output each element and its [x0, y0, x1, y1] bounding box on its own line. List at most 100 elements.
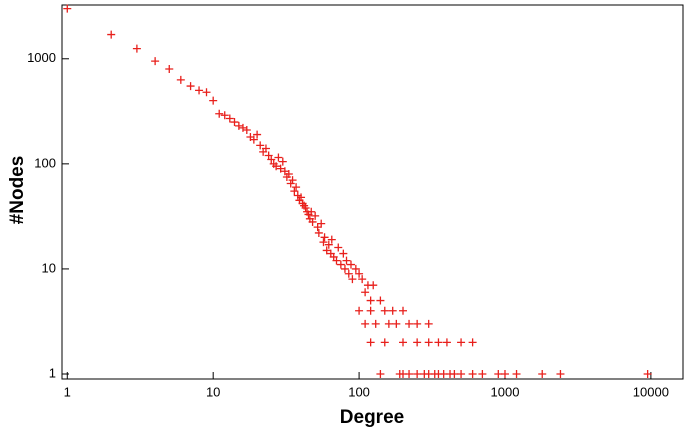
point [405, 369, 414, 378]
point [342, 256, 351, 265]
point [272, 162, 281, 171]
point [478, 369, 487, 378]
point [230, 118, 239, 127]
plot-frame [61, 4, 684, 380]
point [351, 264, 360, 273]
point [267, 155, 276, 164]
x-tick-label: 10 [206, 384, 220, 399]
point [286, 179, 295, 188]
point [195, 86, 204, 95]
point [334, 243, 343, 252]
point [366, 306, 375, 315]
point [361, 288, 370, 297]
point [643, 369, 652, 378]
x-tick-label: 1000 [491, 384, 520, 399]
point [413, 338, 422, 347]
point [107, 30, 116, 39]
point [355, 269, 364, 278]
point [340, 264, 349, 273]
point [380, 338, 389, 347]
point [361, 319, 370, 328]
point [320, 233, 329, 242]
point [63, 4, 72, 13]
point [274, 153, 283, 162]
point [132, 44, 141, 53]
point [322, 246, 331, 255]
point [494, 369, 503, 378]
point [225, 114, 234, 123]
point [457, 338, 466, 347]
point [500, 369, 509, 378]
point [301, 204, 310, 213]
point [336, 260, 345, 269]
point [311, 211, 320, 220]
point [413, 369, 422, 378]
point [292, 183, 301, 192]
point [366, 296, 375, 305]
point [434, 338, 443, 347]
point [376, 369, 385, 378]
x-tick-label: 10000 [633, 384, 669, 399]
point [413, 319, 422, 328]
point [339, 249, 348, 258]
point [278, 157, 287, 166]
y-tick-label: 1 [49, 365, 56, 380]
point [317, 219, 326, 228]
point [346, 260, 355, 269]
point [176, 75, 185, 84]
point [424, 319, 433, 328]
point [457, 369, 466, 378]
point [313, 223, 322, 232]
point [366, 338, 375, 347]
point [186, 82, 195, 91]
point [276, 164, 285, 173]
point [314, 228, 323, 237]
point [371, 319, 380, 328]
point [256, 141, 265, 150]
x-tick-label: 1 [64, 384, 71, 399]
point [348, 275, 357, 284]
point [238, 123, 247, 132]
point [249, 135, 258, 144]
point [215, 109, 224, 118]
point [284, 170, 293, 179]
point [344, 269, 353, 278]
x-tick-label: 100 [348, 384, 370, 399]
point [288, 176, 297, 185]
point [424, 338, 433, 347]
y-tick-label: 1000 [27, 50, 56, 65]
point [202, 88, 211, 97]
point [297, 193, 306, 202]
point [151, 57, 160, 66]
point [512, 369, 521, 378]
y-tick-label: 100 [34, 155, 56, 170]
point [388, 306, 397, 315]
x-axis-title: Degree [340, 407, 404, 428]
point [468, 338, 477, 347]
point [468, 369, 477, 378]
point [358, 275, 367, 284]
point [308, 217, 317, 226]
point [399, 338, 408, 347]
point [324, 240, 333, 249]
y-axis-title: #Nodes [7, 156, 28, 225]
point [376, 296, 385, 305]
point [538, 369, 547, 378]
point [261, 144, 270, 153]
point [355, 306, 364, 315]
point [242, 125, 251, 134]
point [399, 306, 408, 315]
point [253, 130, 262, 139]
point [556, 369, 565, 378]
y-tick-label: 10 [42, 260, 56, 275]
point [392, 319, 401, 328]
point [327, 235, 336, 244]
point [220, 111, 229, 120]
point [450, 369, 459, 378]
point [442, 338, 451, 347]
point [384, 319, 393, 328]
point [380, 306, 389, 315]
point [290, 187, 299, 196]
